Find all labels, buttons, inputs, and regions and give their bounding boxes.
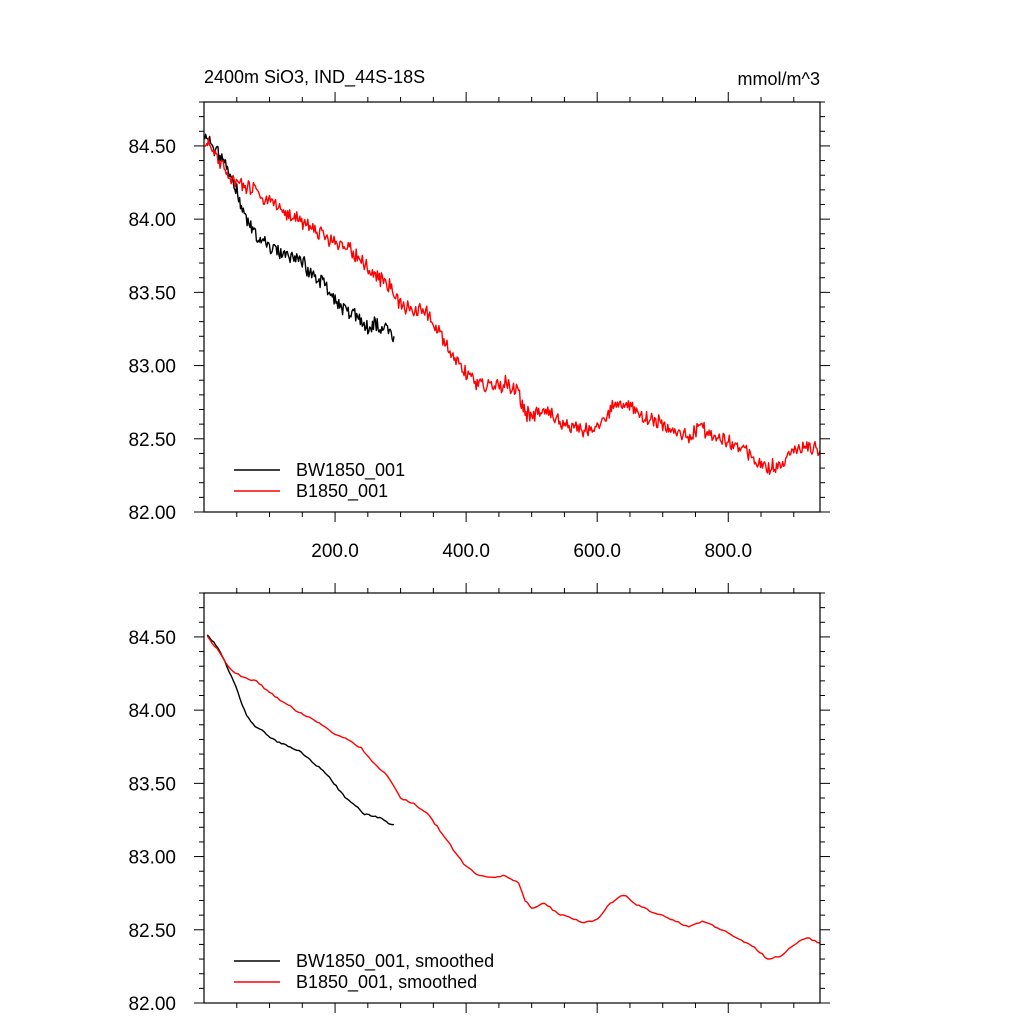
series-line-bw1850-001-smoothed — [206, 634, 395, 826]
x-tick-label: 200.0 — [311, 541, 359, 562]
x-tick-label: 800.0 — [704, 541, 752, 562]
top-panel-units: mmol/m^3 — [738, 69, 820, 89]
bottom-panel-y-tick-labels: 82.00 82.50 83.00 83.50 84.00 84.50 — [128, 628, 176, 1015]
top-panel-legend: BW1850_001 B1850_001 — [234, 460, 405, 502]
y-tick-label: 83.50 — [128, 283, 176, 304]
series-line-bw1850-001 — [204, 133, 395, 343]
bottom-panel-legend: BW1850_001, smoothed B1850_001, smoothed — [234, 951, 494, 993]
legend-label-bw1850: BW1850_001 — [296, 460, 405, 481]
top-panel-x-tick-labels: 200.0 400.0 600.0 800.0 — [311, 541, 752, 562]
y-tick-label: 83.00 — [128, 848, 176, 869]
x-tick-label: 600.0 — [573, 541, 621, 562]
series-line-b1850-001-smoothed — [206, 635, 821, 960]
top-panel-series — [204, 133, 821, 475]
top-panel: 2400m SiO3, IND_44S-18S mmol/m^3 82.0082… — [128, 67, 830, 562]
y-tick-label: 84.00 — [128, 701, 176, 722]
y-tick-label: 84.50 — [128, 628, 176, 649]
legend-label-b1850-smoothed: B1850_001, smoothed — [296, 972, 477, 993]
bottom-panel-frame — [203, 592, 821, 1004]
x-tick-label: 400.0 — [442, 541, 490, 562]
y-tick-label: 84.00 — [128, 210, 176, 231]
y-tick-label: 82.50 — [128, 430, 176, 451]
y-tick-label: 82.00 — [128, 994, 176, 1015]
top-panel-frame — [203, 101, 821, 513]
y-tick-label: 84.50 — [128, 137, 176, 158]
y-tick-label: 82.50 — [128, 921, 176, 942]
y-tick-label: 83.00 — [128, 357, 176, 378]
y-tick-label: 83.50 — [128, 774, 176, 795]
series-line-b1850-001 — [204, 137, 821, 475]
legend-label-b1850: B1850_001 — [296, 481, 388, 502]
bottom-panel-ticks — [194, 583, 830, 1013]
legend-label-bw1850-smoothed: BW1850_001, smoothed — [296, 951, 494, 972]
bottom-panel-series — [206, 634, 821, 960]
y-tick-label: 82.00 — [128, 503, 176, 524]
top-panel-ticks — [194, 92, 830, 522]
top-panel-y-tick-labels: 82.00 82.50 83.00 83.50 84.00 84.50 — [128, 137, 176, 524]
bottom-panel: 82.00 82.50 83.00 83.50 84.00 84.50 BW1850_00… — [128, 583, 830, 1015]
top-panel-title: 2400m SiO3, IND_44S-18S — [204, 67, 425, 88]
